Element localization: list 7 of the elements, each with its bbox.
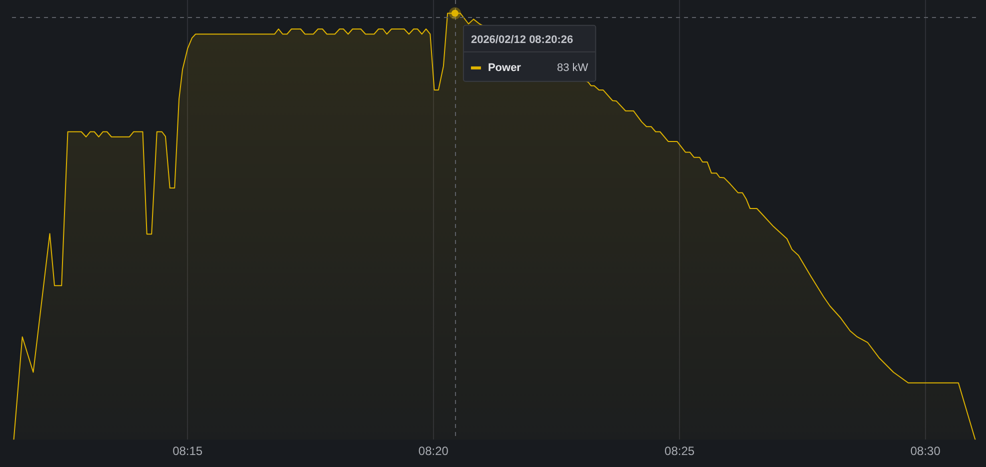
x-tick-label: 08:15 <box>172 444 203 458</box>
annotation: 2026/02/12 08:20:26 <box>470 34 574 46</box>
x-tick-label: 08:20 <box>418 444 449 458</box>
x-tick-label: 08:25 <box>664 444 695 458</box>
x-tick-label: 08:30 <box>910 444 941 458</box>
legend-label: Power <box>488 62 522 74</box>
annotation: 83 kW <box>556 62 589 74</box>
